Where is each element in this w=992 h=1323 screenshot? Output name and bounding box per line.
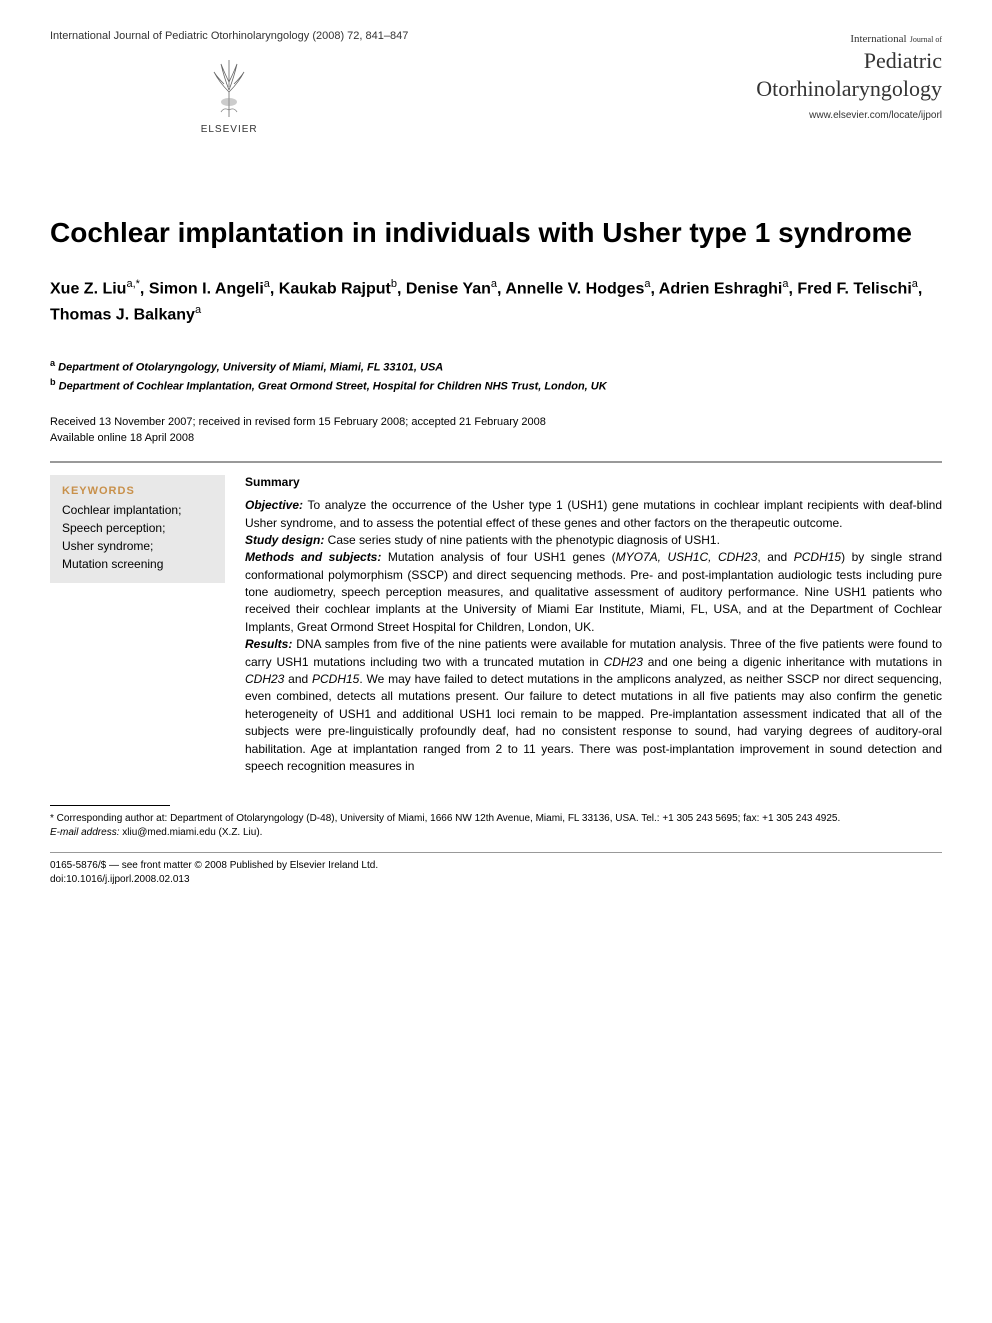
corresponding-author: * Corresponding author at: Department of… [50,812,942,826]
keyword-item: Mutation screening [62,555,213,573]
article-dates: Received 13 November 2007; received in r… [50,415,942,446]
publisher-logo: ELSEVIER [50,52,408,135]
keyword-item: Speech perception; [62,519,213,537]
dates-online: Available online 18 April 2008 [50,432,194,444]
journal-name-part2: Pediatric [864,48,942,73]
keywords-box: KEYWORDS Cochlear implantation;Speech pe… [50,475,225,583]
results-gene1: CDH23 [604,655,643,669]
affiliation-item: b Department of Cochlear Implantation, G… [50,376,942,395]
elsevier-tree-icon [199,52,259,122]
objective-label: Objective: [245,498,303,512]
results-p4: . We may have failed to detect mutations… [245,672,942,773]
page-header: International Journal of Pediatric Otorh… [50,30,942,135]
design-label: Study design: [245,533,324,547]
footnote-rule [50,805,170,806]
summary-column: Summary Objective: To analyze the occurr… [245,475,942,775]
journal-name-part1b: Journal of [910,35,942,44]
summary-body: Objective: To analyze the occurrence of … [245,497,942,775]
results-p2: and one being a digenic inheritance with… [643,655,942,669]
doi: doi:10.1016/j.ijporl.2008.02.013 [50,873,942,887]
methods-label: Methods and subjects: [245,550,381,564]
journal-name-part3: Otorhinolaryngology [756,76,942,101]
objective-text: To analyze the occurrence of the Usher t… [245,498,942,529]
summary-heading: Summary [245,475,942,489]
copyright-line1: 0165-5876/$ — see front matter © 2008 Pu… [50,859,942,873]
journal-name-part1: International [850,33,906,45]
journal-logo: International Journal of Pediatric Otorh… [756,30,942,121]
methods-mid: , and [757,550,793,564]
methods-pre: Mutation analysis of four USH1 genes ( [381,550,615,564]
affiliations: a Department of Otolaryngology, Universi… [50,357,942,395]
email-who: (X.Z. Liu). [219,827,263,838]
methods-genes: MYO7A, USH1C, CDH23 [616,550,758,564]
results-label: Results: [245,637,292,651]
article-title: Cochlear implantation in individuals wit… [50,215,942,251]
publisher-name: ELSEVIER [201,124,258,135]
content-row: KEYWORDS Cochlear implantation;Speech pe… [50,461,942,775]
email-label: E-mail address: [50,827,119,838]
results-gene3: PCDH15 [312,672,359,686]
email-line: E-mail address: xliu@med.miami.edu (X.Z.… [50,826,942,840]
keywords-list: Cochlear implantation;Speech perception;… [62,501,213,573]
journal-name: International Journal of Pediatric Otorh… [756,30,942,104]
bottom-rule [50,852,942,853]
results-gene2: CDH23 [245,672,284,686]
results-p3: and [284,672,312,686]
keywords-heading: KEYWORDS [62,485,213,497]
email-address: xliu@med.miami.edu [119,827,218,838]
dates-received: Received 13 November 2007; received in r… [50,416,546,428]
journal-url: www.elsevier.com/locate/ijporl [756,110,942,121]
footnotes: * Corresponding author at: Department of… [50,812,942,840]
design-text: Case series study of nine patients with … [324,533,720,547]
keyword-item: Cochlear implantation; [62,501,213,519]
affiliation-item: a Department of Otolaryngology, Universi… [50,357,942,376]
journal-reference: International Journal of Pediatric Otorh… [50,30,408,42]
copyright: 0165-5876/$ — see front matter © 2008 Pu… [50,859,942,887]
header-left: International Journal of Pediatric Otorh… [50,30,408,135]
methods-gene2: PCDH15 [794,550,841,564]
author-list: Xue Z. Liua,*, Simon I. Angelia, Kaukab … [50,276,942,327]
keyword-item: Usher syndrome; [62,537,213,555]
